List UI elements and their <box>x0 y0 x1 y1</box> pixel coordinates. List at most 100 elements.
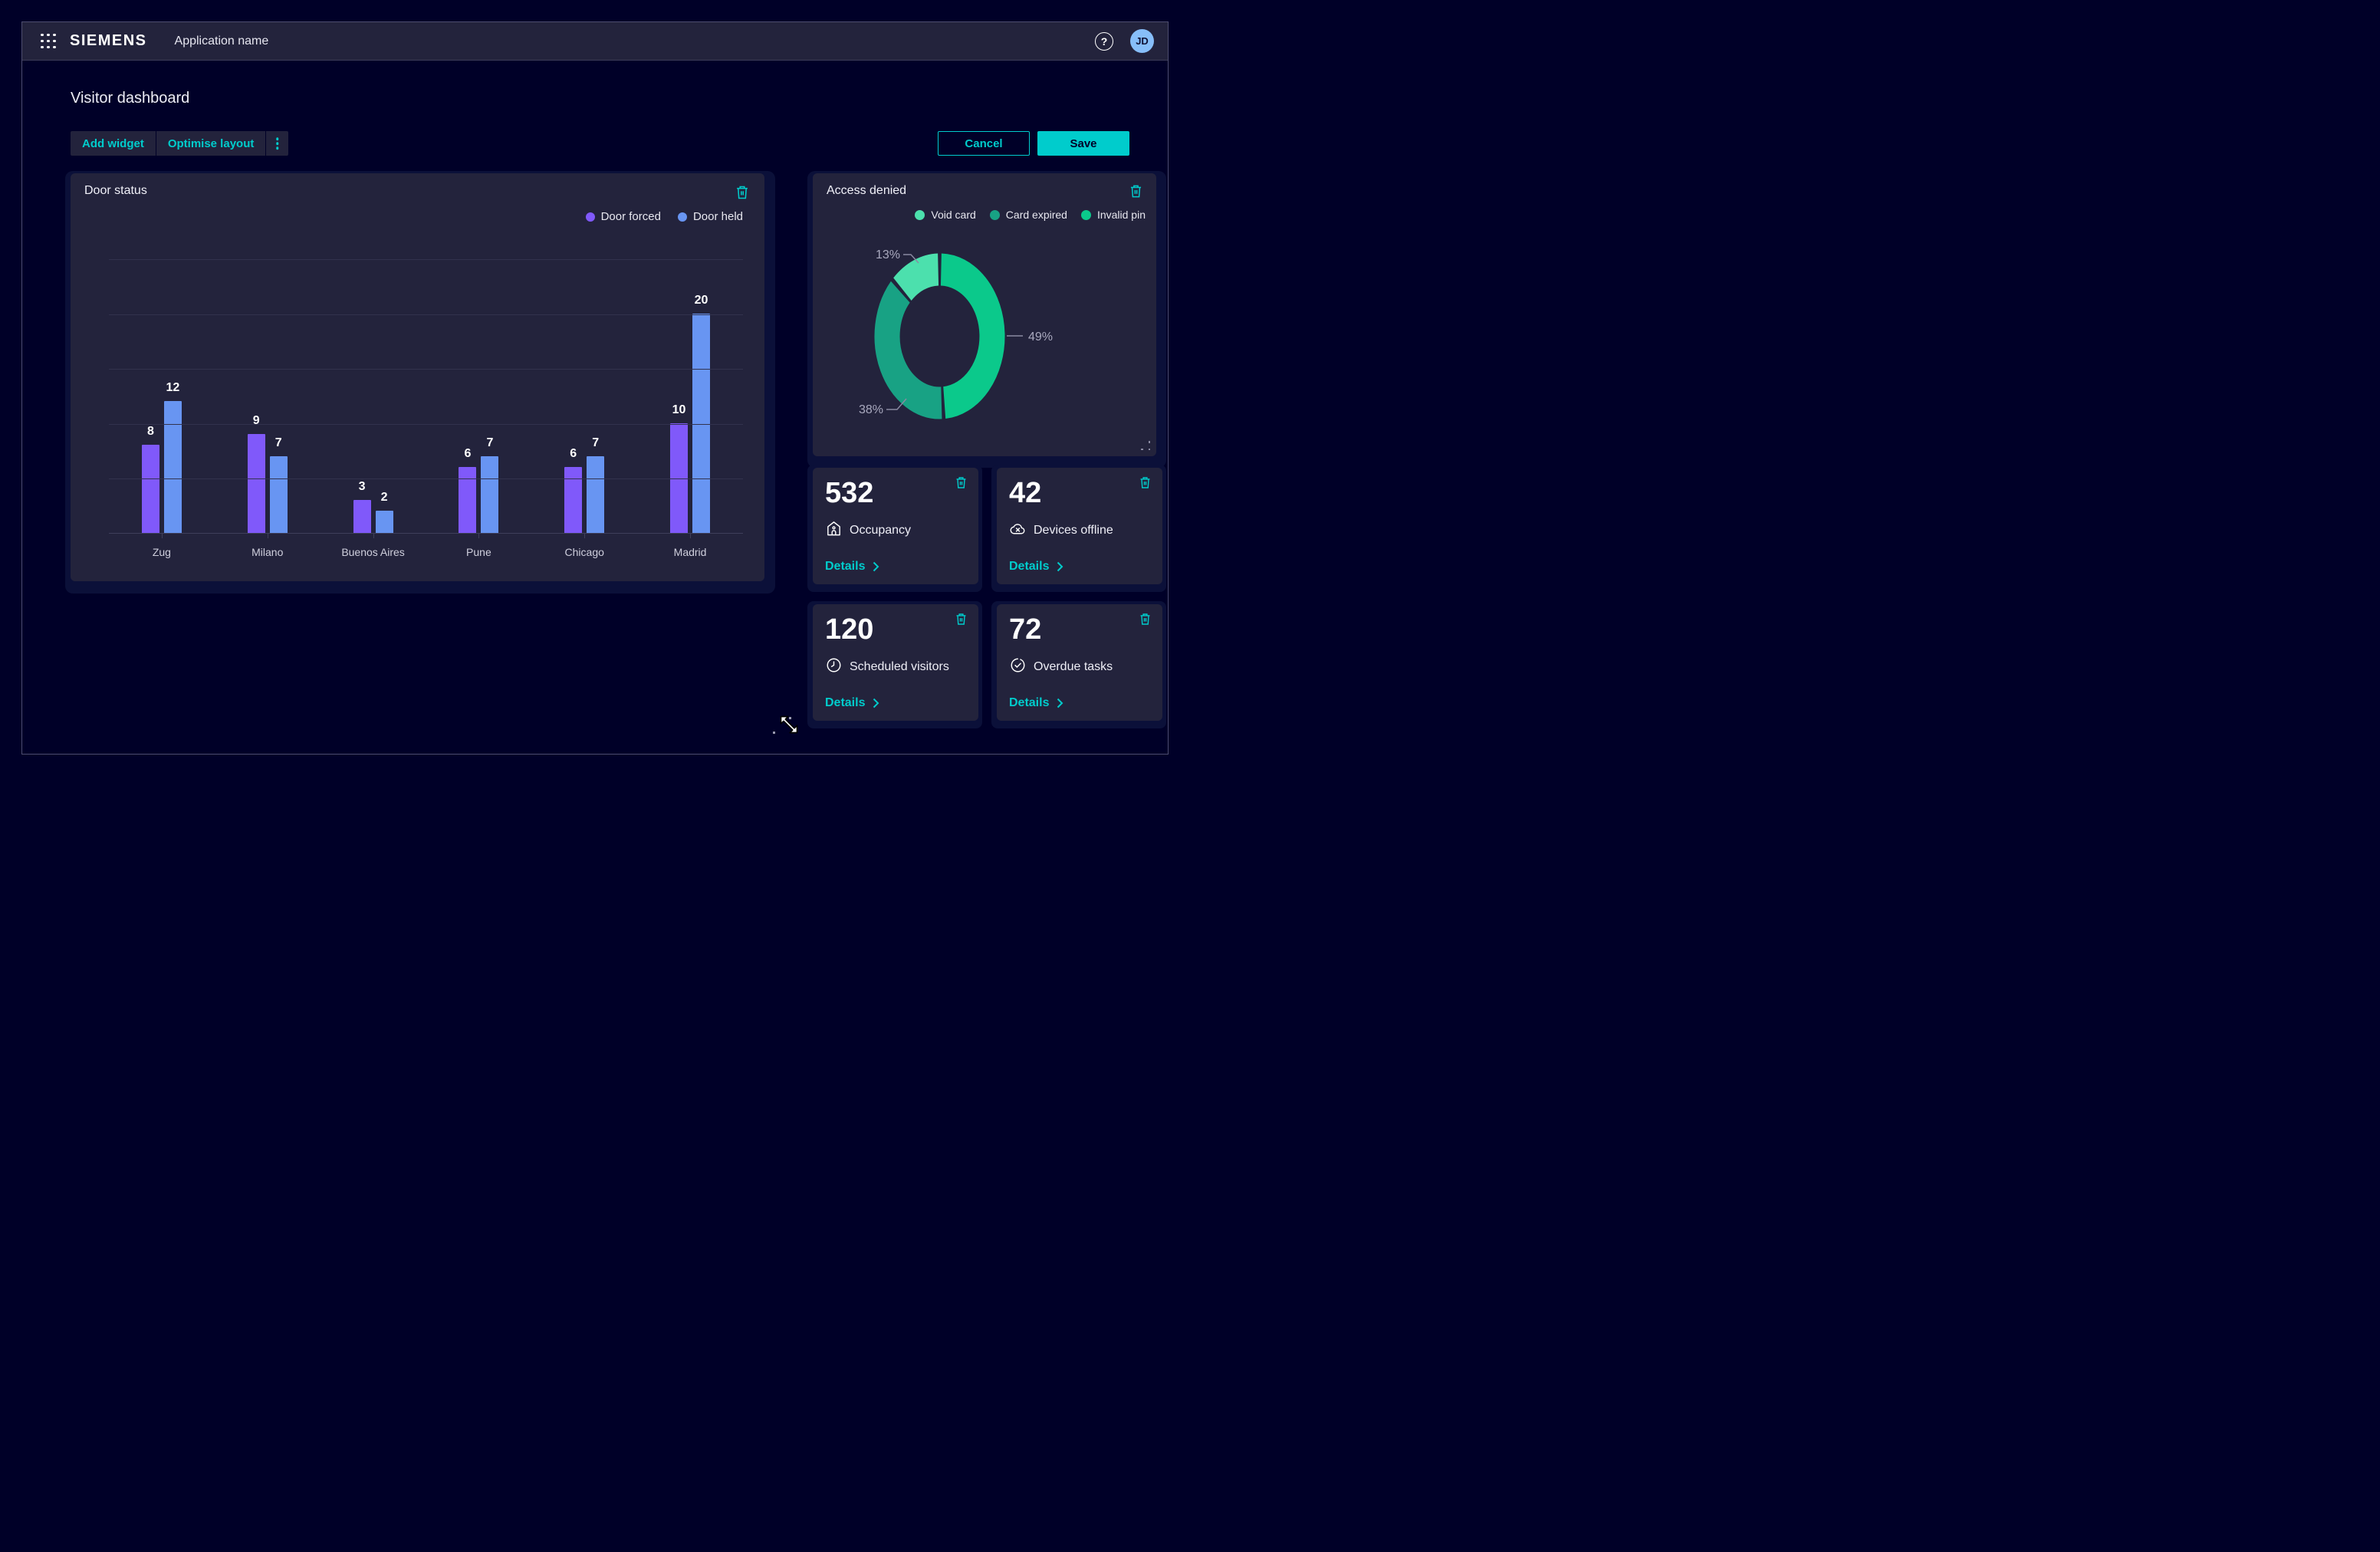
toolbar: Add widget Optimise layout Cancel Save <box>71 131 1129 156</box>
kpi-card-overdue-tasks: 72 Overdue tasks Details <box>997 604 1162 721</box>
category-label: Madrid <box>673 546 707 558</box>
bar-value-label: 8 <box>146 425 154 439</box>
bar-door-held[interactable]: 7 <box>587 436 605 533</box>
resize-grip-dot <box>789 717 791 719</box>
chevron-right-icon <box>1057 561 1063 572</box>
chevron-right-icon <box>1057 698 1063 709</box>
donut-slice-invalid-pin[interactable] <box>940 253 1005 419</box>
delete-widget-icon[interactable] <box>734 184 751 201</box>
devices-offline-icon <box>1009 520 1027 541</box>
details-link[interactable]: Details <box>1009 696 1063 710</box>
siemens-logo: SIEMENS <box>70 32 147 49</box>
bar-value-label: 20 <box>694 293 708 307</box>
legend-dot <box>1080 209 1091 220</box>
kpi-value: 72 <box>1009 613 1042 646</box>
bar-door-held[interactable]: 12 <box>163 381 182 533</box>
legend-dot <box>585 212 595 222</box>
bar-value-label: 12 <box>166 381 180 395</box>
legend-label: Door held <box>692 210 743 223</box>
gridline <box>109 478 743 480</box>
widget-button-group: Add widget Optimise layout <box>71 131 289 156</box>
bar-door-held[interactable]: 2 <box>375 491 393 533</box>
axis-tick <box>161 533 163 538</box>
kpi-value: 120 <box>825 613 874 646</box>
widget-title: Access denied <box>827 184 907 197</box>
app-switcher-icon[interactable] <box>41 33 56 49</box>
delete-widget-icon[interactable] <box>952 612 969 629</box>
bar-group-milano: 9 7 Milano <box>215 259 321 558</box>
category-label: Chicago <box>564 546 604 558</box>
bar-door-forced[interactable]: 6 <box>459 447 477 533</box>
bar-door-forced[interactable]: 10 <box>670 403 689 533</box>
bar-door-forced[interactable]: 6 <box>564 447 583 533</box>
legend-item[interactable]: Card expired <box>989 209 1067 221</box>
save-button[interactable]: Save <box>1037 131 1129 156</box>
bar-door-forced[interactable]: 8 <box>141 425 159 533</box>
gridline <box>109 314 743 315</box>
resize-grip-dot <box>773 732 775 734</box>
bar-door-held[interactable]: 20 <box>692 294 711 533</box>
bar-chart: 8 12 Zug 9 7 Milano 3 2 Buenos Aires 6 7 Pune 6 7 Chic… <box>109 259 743 558</box>
legend-label: Invalid pin <box>1096 209 1146 221</box>
avatar[interactable]: JD <box>1130 29 1154 53</box>
bar-door-forced[interactable]: 9 <box>247 414 265 533</box>
resize-cursor-icon[interactable] <box>778 714 800 735</box>
kpi-card-occupancy: 532 Occupancy Details <box>813 468 978 584</box>
donut-label-13: 13% <box>876 248 900 261</box>
donut-slice-void-card[interactable] <box>893 253 939 301</box>
details-link[interactable]: Details <box>1009 560 1063 574</box>
optimise-layout-button[interactable]: Optimise layout <box>155 131 266 156</box>
bar-value-label: 7 <box>592 436 600 449</box>
legend-dot <box>677 212 687 222</box>
bar-door-forced[interactable]: 3 <box>353 480 371 533</box>
donut-label-49: 49% <box>1028 330 1053 344</box>
delete-widget-icon[interactable] <box>1136 612 1153 629</box>
axis-tick <box>584 533 586 538</box>
bar-group-madrid: 10 20 Madrid <box>637 259 743 558</box>
delete-widget-icon[interactable] <box>952 475 969 492</box>
legend-item[interactable]: Door held <box>677 210 743 223</box>
donut-slice-card-expired[interactable] <box>874 281 942 419</box>
door-status-widget: Door status Door forced Door held 8 12 Zug 9… <box>71 173 764 581</box>
bar-door-held[interactable]: 7 <box>269 436 288 533</box>
gridline <box>109 423 743 425</box>
category-label: Milano <box>251 546 284 558</box>
occupancy-icon <box>825 520 843 541</box>
category-label: Pune <box>466 546 491 558</box>
kpi-label: Overdue tasks <box>1034 659 1113 673</box>
kpi-value: 532 <box>825 477 874 509</box>
cancel-button[interactable]: Cancel <box>938 131 1030 156</box>
delete-widget-icon[interactable] <box>1127 183 1144 200</box>
details-link[interactable]: Details <box>825 560 879 574</box>
gridline <box>109 259 743 260</box>
kpi-value: 42 <box>1009 477 1042 509</box>
bar-value-label: 6 <box>464 447 472 461</box>
legend-item[interactable]: Void card <box>915 209 976 221</box>
legend-dot <box>989 209 1000 220</box>
add-widget-button[interactable]: Add widget <box>71 131 156 156</box>
legend-item[interactable]: Invalid pin <box>1080 209 1146 221</box>
kpi-label: Occupancy <box>850 523 912 537</box>
widget-resize-grip[interactable] <box>1141 441 1150 450</box>
legend-label: Void card <box>931 209 976 221</box>
widget-title: Door status <box>84 184 147 197</box>
check-circle-icon <box>1009 656 1027 678</box>
bar-door-held[interactable]: 7 <box>481 436 499 533</box>
bar-value-label: 2 <box>380 491 388 505</box>
help-icon[interactable] <box>1095 31 1113 51</box>
donut-chart: 49% 38% 13% <box>859 248 1053 419</box>
details-link[interactable]: Details <box>825 696 879 710</box>
delete-widget-icon[interactable] <box>1136 475 1153 492</box>
axis-tick <box>690 533 692 538</box>
kpi-label: Scheduled visitors <box>850 659 949 673</box>
bar-group-pune: 6 7 Pune <box>426 259 531 558</box>
legend-item[interactable]: Door forced <box>585 210 661 223</box>
app-window: SIEMENS Application name JD Visitor dash… <box>21 21 1169 755</box>
kpi-card-scheduled-visitors: 120 Scheduled visitors Details <box>813 604 978 721</box>
bar-value-label: 7 <box>486 436 494 449</box>
bar-value-label: 6 <box>570 447 577 461</box>
kpi-card-devices-offline: 42 Devices offline Details <box>997 468 1162 584</box>
bar-value-label: 10 <box>672 403 686 416</box>
more-options-button[interactable] <box>265 131 289 156</box>
category-label: Buenos Aires <box>341 546 405 558</box>
